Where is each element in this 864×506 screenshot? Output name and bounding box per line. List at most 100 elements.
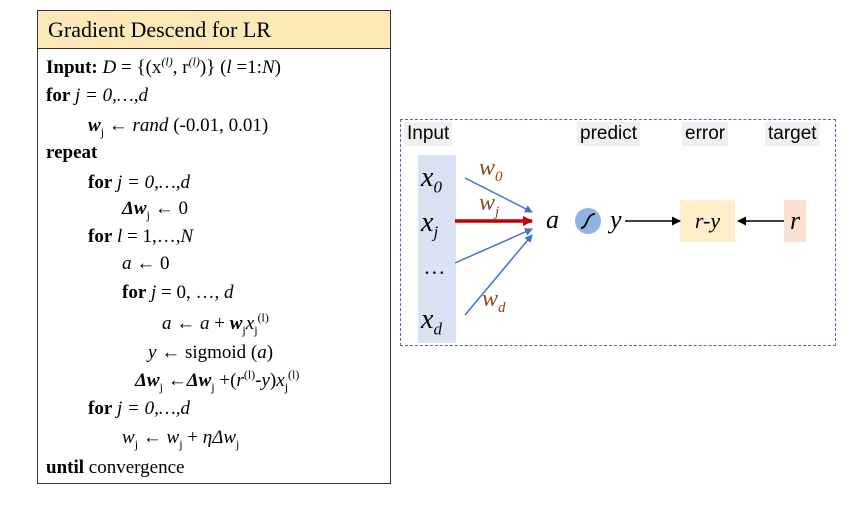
text: ) (269, 370, 277, 391)
range: j = 0,…,d (75, 85, 149, 106)
input-column (418, 155, 456, 343)
var-x: x (276, 370, 285, 391)
var-x: x (245, 313, 255, 334)
text: = 1,…, (122, 226, 181, 247)
text: convergence (84, 457, 185, 478)
x: x (421, 162, 434, 193)
kw-for: for (88, 226, 113, 247)
line-dw-zero: Δwj ← 0 (122, 198, 188, 222)
text: ) (266, 342, 274, 363)
line-dw-update: Δwj ←Δwj +(r(l)-y)xj(l) (135, 367, 300, 394)
var-a: a (200, 313, 210, 334)
var-w: w (88, 115, 101, 136)
kw-for: for (46, 85, 71, 106)
text: ← (171, 313, 200, 334)
label-target: target (765, 122, 820, 146)
sub: j (211, 379, 215, 394)
text: =1: (231, 57, 262, 78)
var-j: j (151, 282, 157, 303)
sub: j (159, 379, 163, 394)
text: = 0, …, (156, 282, 225, 303)
var-a: a (257, 342, 267, 363)
range: j = 0,…,d (117, 398, 191, 419)
perceptron-diagram-frame (400, 119, 836, 346)
sub: 0 (433, 177, 442, 197)
line-sigmoid: y ← sigmoid (a) (148, 342, 273, 364)
sub: d (498, 299, 506, 316)
var-N: N (261, 57, 275, 78)
line-w-rand: wj ← rand (-0.01, 0.01) (88, 115, 268, 138)
w: w (479, 155, 496, 181)
activation-a: a (546, 205, 559, 234)
label-input: Input (404, 122, 453, 146)
x: x (421, 304, 434, 335)
input-ellipsis: … (425, 254, 445, 279)
text: - (255, 370, 262, 391)
line-input: Input: D = {(x(l), r(l))} (l =1:N) (46, 54, 281, 79)
arrow-ellipsis-to-a (454, 228, 533, 264)
sigmoid-curve-icon (580, 213, 596, 229)
sub: j (146, 207, 150, 222)
var-D: D (102, 57, 117, 78)
var-N: N (180, 226, 194, 247)
sub: j (236, 436, 240, 451)
kw-until: until (46, 457, 85, 478)
text: + (209, 313, 230, 334)
kw-input: Input: (46, 57, 98, 78)
input-xj: xj (421, 208, 438, 241)
algorithm-title: Gradient Descend for LR (38, 11, 390, 49)
text: ← 0 (131, 253, 170, 274)
line-until: until convergence (46, 457, 184, 479)
label-predict: predict (577, 122, 641, 146)
text: , r (172, 57, 189, 78)
output-y: y (610, 205, 622, 234)
var-dw: Δw (212, 427, 237, 448)
text: )} ( (199, 57, 227, 78)
label-error: error (682, 122, 729, 146)
text: ← (162, 370, 187, 391)
sup: (l) (243, 367, 256, 382)
sup: (l) (188, 54, 200, 69)
text: ← (138, 427, 167, 448)
text: = {(x (116, 57, 162, 78)
var-dw: Δw (135, 370, 160, 391)
text: ← 0 (149, 198, 188, 219)
var-w: w (166, 427, 180, 448)
var-l: l (117, 226, 123, 247)
line-for-j-init: for j = 0,…,d (46, 85, 148, 107)
var-d: d (224, 282, 234, 303)
rand: rand (132, 115, 169, 136)
line-for-j-reset: for j = 0,…,d (88, 172, 190, 194)
input-x0: x0 (421, 162, 442, 196)
var-l: l (226, 57, 232, 78)
sub: j (495, 203, 500, 220)
line-for-j-apply: for j = 0,…,d (88, 398, 190, 420)
line-for-j-inner: for j = 0, …, d (122, 282, 234, 304)
line-repeat: repeat (46, 142, 97, 164)
text: ) (274, 57, 281, 78)
line-w-update: wj ← wj + ηΔwj (122, 427, 240, 451)
target-box: r (784, 200, 806, 242)
sub: j (179, 436, 183, 451)
sub: j (433, 222, 439, 242)
text: ← (104, 115, 133, 136)
sub: 0 (495, 168, 503, 185)
kw-for: for (122, 282, 147, 303)
var-dw: Δw (186, 370, 212, 391)
w: w (482, 286, 499, 312)
line-a-update: a ← a + wjxj(l) (162, 310, 269, 337)
kw-for: for (88, 172, 113, 193)
var-r: r (236, 370, 244, 391)
sub: j (284, 379, 289, 394)
arrow-x0-to-a (464, 177, 533, 213)
var-y: y (261, 370, 270, 391)
sub: j (134, 436, 139, 451)
var-a: a (122, 253, 132, 274)
text: ← sigmoid ( (156, 342, 258, 363)
sup: (l) (257, 310, 269, 325)
sub: j (254, 322, 258, 337)
algorithm-box: Gradient Descend for LR Input: D = {(x (l… (37, 10, 391, 484)
sub: d (433, 319, 442, 339)
sup: (l) (288, 367, 300, 382)
